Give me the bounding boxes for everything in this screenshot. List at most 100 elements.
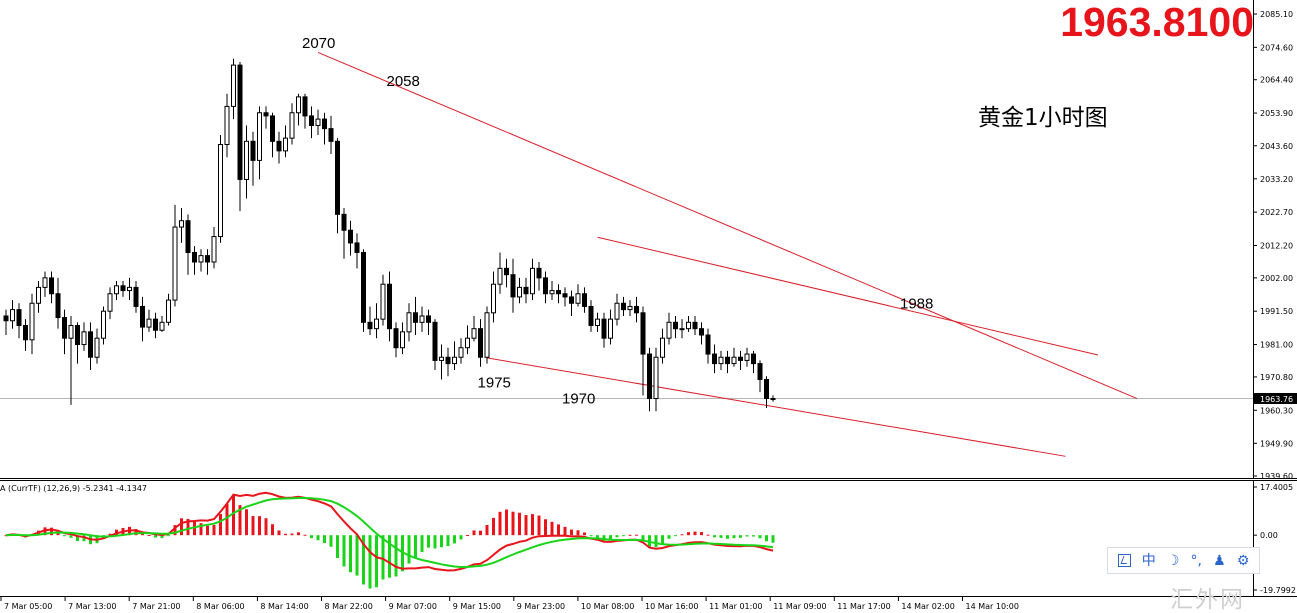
signal-line (5, 497, 774, 568)
candle (120, 281, 126, 297)
histogram-bar (219, 514, 222, 536)
candle (712, 344, 717, 374)
histogram-bar (329, 535, 333, 547)
candle (452, 341, 457, 370)
histogram-bar (336, 535, 339, 559)
histogram-bar (518, 512, 521, 536)
candle (218, 134, 223, 243)
time-tick-label: 10 Mar 16:00 (645, 602, 698, 611)
histogram-bar (414, 535, 417, 558)
histogram-bar (82, 535, 86, 542)
candle (166, 293, 171, 326)
input-toolbar: 中 ☽ °, ♟ ⚙ (1107, 547, 1260, 574)
candle (348, 220, 353, 256)
trendline (317, 51, 1138, 399)
time-tick-label: 9 Mar 07:00 (389, 602, 437, 611)
candle (146, 309, 152, 332)
candle (62, 309, 67, 355)
macd-line (5, 491, 774, 572)
candle (361, 249, 366, 332)
price-tick-label: 2074.60 (1260, 43, 1293, 52)
candle (757, 360, 763, 393)
histogram-bar (245, 509, 248, 536)
histogram-bar (758, 535, 762, 539)
candle (257, 106, 262, 180)
comma-icon[interactable]: °, (1190, 552, 1202, 569)
histogram-bar (511, 511, 515, 536)
chinese-input-icon[interactable]: 中 (1141, 552, 1156, 569)
price-annotation: 1970 (562, 390, 595, 407)
histogram-bar (232, 494, 235, 536)
histogram-bar (589, 535, 593, 537)
candle (231, 58, 236, 120)
candle (75, 322, 80, 364)
histogram-bar (453, 535, 456, 544)
time-tick-label: 9 Mar 15:00 (453, 602, 501, 611)
histogram-bar (407, 535, 411, 564)
candle (309, 106, 314, 139)
candle (523, 277, 529, 304)
candle (114, 281, 119, 301)
moon-icon[interactable]: ☽ (1166, 552, 1180, 569)
histogram-bar (661, 535, 664, 544)
histogram-bar (427, 535, 430, 548)
histogram-bar (212, 525, 216, 536)
histogram-bar (654, 535, 658, 548)
histogram-bar (323, 535, 326, 544)
histogram-bar (4, 535, 8, 537)
candle (679, 319, 685, 339)
histogram-bar (693, 531, 697, 536)
current-price-label: 1963.76 (1260, 395, 1293, 404)
price-annotation: 2058 (387, 73, 420, 90)
trendline (597, 236, 1099, 356)
time-tick-label: 7 Mar 13:00 (68, 602, 116, 611)
candle (302, 93, 308, 129)
candle (406, 303, 412, 342)
candle (556, 284, 561, 304)
histogram-bar (492, 517, 495, 536)
histogram-bar (667, 535, 671, 539)
candle (666, 312, 672, 345)
histogram-bar (609, 535, 612, 541)
candle (543, 271, 548, 304)
histogram-bar (355, 535, 359, 576)
histogram-bar (147, 535, 151, 537)
candle (432, 319, 438, 370)
annotations: 2070 2058 1975 1970 1988 (302, 35, 933, 408)
histogram-bar (576, 530, 580, 536)
candle (471, 315, 477, 342)
candle (530, 258, 535, 301)
candle (49, 271, 54, 304)
candle (387, 271, 392, 342)
candle (634, 296, 639, 323)
gear-icon[interactable]: ⚙ (1236, 552, 1250, 569)
candles (3, 58, 776, 412)
histogram-bar (50, 527, 53, 536)
current-price-box (1254, 393, 1297, 404)
histogram-bar (180, 518, 183, 536)
candle (380, 274, 386, 326)
candle (224, 93, 230, 158)
check-icon[interactable] (1117, 554, 1131, 567)
price-tick-label: 1960.30 (1260, 406, 1293, 415)
person-icon[interactable]: ♟ (1213, 552, 1226, 569)
histogram-bar (154, 535, 157, 538)
price-tick-label: 2012.20 (1260, 241, 1293, 250)
histogram-bar (700, 532, 703, 536)
histogram-bar (550, 521, 554, 536)
histogram-bar (63, 535, 66, 537)
candle (211, 227, 217, 269)
candle (497, 252, 503, 294)
candle (341, 208, 347, 259)
histogram-bar (726, 535, 729, 539)
candle (588, 300, 594, 332)
candle (653, 347, 659, 412)
candle (419, 306, 425, 332)
candle (185, 214, 191, 275)
histogram-bar (615, 535, 619, 538)
histogram-bar (628, 534, 632, 536)
price-tick-label: 2053.90 (1260, 109, 1293, 118)
candle (42, 271, 48, 297)
candle (10, 300, 15, 329)
